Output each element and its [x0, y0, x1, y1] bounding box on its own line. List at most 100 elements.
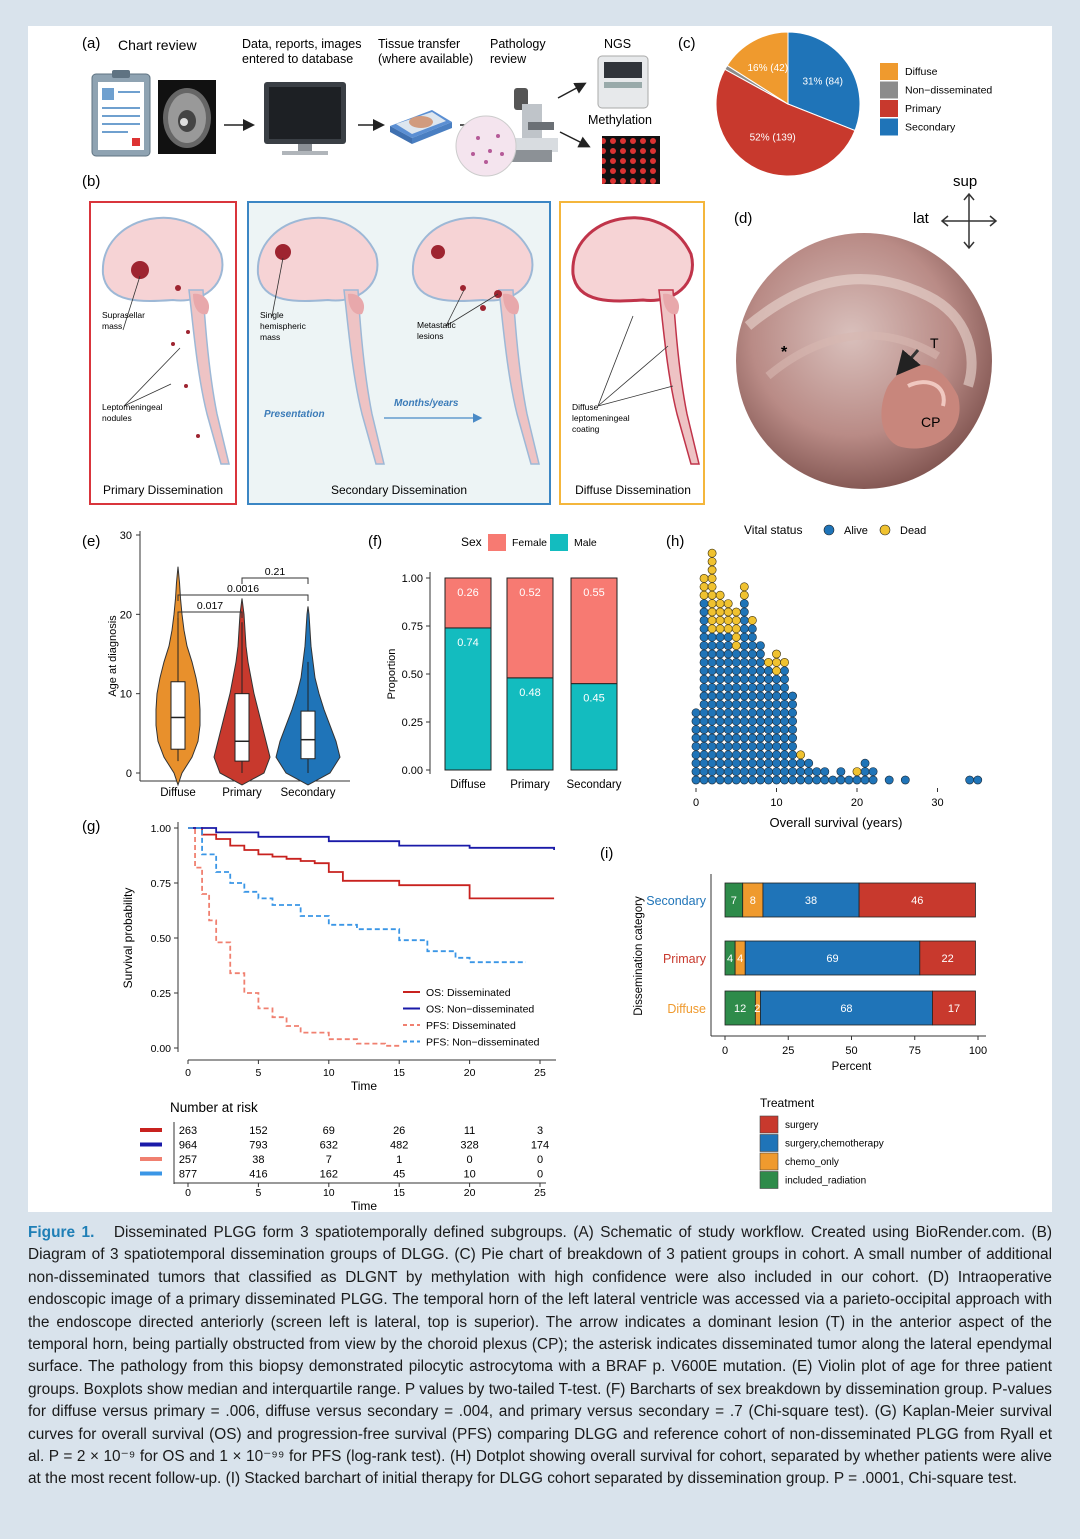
dot-alive	[764, 758, 773, 768]
panel-f: (f) Sex Female Male 0.00 0.25 0.50 0.75 1.00 Pro…	[368, 533, 622, 791]
x-tick-label: 30	[931, 797, 943, 809]
bar-value-label: 0.48	[519, 687, 540, 699]
dot-alive	[836, 775, 846, 785]
dot-alive	[691, 767, 701, 776]
bar-female	[444, 577, 492, 629]
pie-slice-label: 52% (139)	[750, 133, 796, 144]
x-tick-label: 5	[255, 1067, 261, 1079]
dot-alive	[852, 775, 862, 785]
dot-dead	[699, 574, 709, 583]
dot-alive	[739, 691, 749, 701]
legend-swatch	[759, 1134, 779, 1152]
brain-illustration	[256, 216, 385, 465]
panel-label-h: (h)	[666, 533, 684, 550]
arrow	[557, 82, 587, 99]
label-suprasellar: Suprasellar mass	[102, 310, 145, 331]
dot-alive	[756, 708, 765, 718]
dot-alive	[731, 691, 741, 701]
dot-dead	[739, 590, 749, 600]
legend-label: Male	[574, 537, 597, 549]
dot-alive	[828, 775, 838, 785]
dot-alive	[707, 733, 717, 743]
y-tick-label: 0.50	[151, 933, 172, 945]
dot-dead	[780, 658, 789, 667]
dot-alive	[780, 683, 789, 692]
dot-alive	[739, 767, 749, 776]
dot-alive	[731, 742, 741, 751]
bar-value-label: 7	[731, 895, 737, 907]
dot-alive	[764, 708, 773, 718]
legend-title: Treatment	[760, 1096, 815, 1110]
dot-alive	[731, 716, 741, 726]
dot-alive	[836, 767, 846, 776]
legend-dot	[823, 524, 835, 536]
risk-value: 26	[393, 1125, 405, 1137]
dot-alive	[691, 716, 701, 726]
x-tick-label: 0	[722, 1045, 728, 1057]
orientation-sup: sup	[953, 173, 977, 190]
step-tissue: Tissue transfer (where available)	[378, 37, 473, 66]
dot-alive	[707, 708, 717, 718]
y-tick-label: 20	[120, 609, 132, 621]
dot-alive	[973, 775, 983, 785]
dot-alive	[691, 708, 701, 718]
legend-swatch	[880, 100, 898, 117]
dot-alive	[731, 658, 741, 667]
dot-alive	[780, 758, 789, 768]
leader-line	[597, 315, 634, 407]
dot-alive	[764, 700, 773, 709]
dot-alive	[780, 725, 789, 734]
dot-alive	[707, 725, 717, 734]
pvalue-bracket	[177, 594, 309, 601]
x-tick-label: 25	[534, 1067, 546, 1079]
dot-alive	[699, 691, 709, 701]
dot-alive	[868, 775, 878, 785]
y-tick-label: 0.75	[151, 878, 172, 890]
dot-alive	[715, 708, 725, 718]
risk-value: 152	[249, 1125, 267, 1137]
risk-value: 69	[323, 1125, 335, 1137]
dot-alive	[715, 649, 725, 659]
dot-alive	[707, 683, 717, 692]
dot-alive	[723, 700, 733, 709]
dot-alive	[699, 725, 709, 734]
dot-alive	[756, 767, 765, 776]
dot-alive	[715, 725, 725, 734]
dot-alive	[844, 775, 854, 785]
dot-alive	[747, 716, 757, 726]
x-axis-label: Time	[351, 1079, 378, 1093]
dot-alive	[739, 649, 749, 659]
risk-value: 482	[390, 1140, 408, 1152]
bar-male	[506, 677, 554, 771]
y-tick-label: 30	[120, 530, 132, 542]
risk-value: 10	[463, 1169, 475, 1181]
risk-value: 257	[179, 1154, 197, 1166]
panel-label-i: (i)	[600, 845, 613, 862]
dot-alive	[699, 624, 709, 634]
legend-swatch	[880, 63, 898, 80]
x-tick-label: Diffuse	[450, 779, 486, 791]
dot-alive	[715, 674, 725, 684]
panel-g: (g) 0.000.250.500.751.000 5 10 15 20 25TimeSu…	[82, 818, 556, 1213]
dot-alive	[723, 691, 733, 701]
dot-alive	[756, 733, 765, 743]
legend-label: Diffuse	[905, 66, 938, 78]
dot-alive	[699, 742, 709, 751]
category-label: Primary	[663, 952, 707, 966]
figure-label: Figure 1.	[28, 1224, 95, 1241]
bar-value-label: 38	[805, 895, 817, 907]
dot-alive	[812, 775, 822, 785]
legend-label: Secondary	[905, 122, 956, 134]
dot-alive	[699, 683, 709, 692]
dot-alive	[731, 683, 741, 692]
tumor-lesion	[275, 244, 291, 260]
dot-alive	[715, 758, 725, 768]
dot-alive	[715, 666, 725, 676]
risk-value: 0	[467, 1154, 473, 1166]
dot-alive	[723, 666, 733, 676]
category-label: Diffuse	[667, 1002, 706, 1016]
dot-alive	[715, 742, 725, 751]
dot-alive	[723, 733, 733, 743]
panel-label-a: (a)	[82, 35, 100, 52]
spinal-cord	[658, 289, 700, 465]
